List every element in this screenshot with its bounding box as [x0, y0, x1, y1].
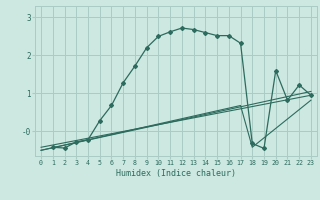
X-axis label: Humidex (Indice chaleur): Humidex (Indice chaleur) [116, 169, 236, 178]
